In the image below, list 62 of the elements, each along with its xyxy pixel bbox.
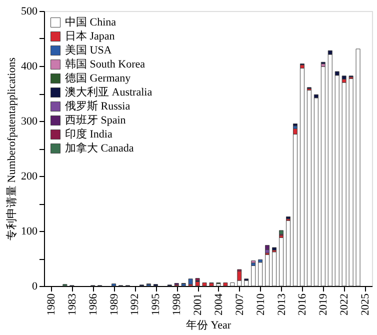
y-tick-label: 100: [21, 226, 38, 238]
bar: [202, 282, 207, 286]
bar: [209, 283, 214, 286]
y-tick-label: 500: [21, 6, 38, 18]
x-tick-label: 2025: [360, 293, 372, 316]
x-tick-label: 2013: [276, 293, 288, 316]
bar: [334, 75, 340, 286]
bar: [265, 254, 270, 286]
bar: [279, 237, 284, 286]
x-tick-label: 2010: [254, 293, 267, 316]
bar: [328, 54, 332, 286]
bar: [356, 48, 360, 286]
x-tick-label: 1986: [87, 293, 100, 316]
legend-label: 美国 USA: [65, 44, 112, 56]
x-axis-title: 年份 Year: [186, 320, 232, 332]
y-axis-title: 专利申请量 Numberofpatentapplications: [5, 58, 18, 240]
bar: [251, 265, 256, 286]
legend-label: 中国 China: [65, 16, 116, 28]
bar: [286, 216, 291, 220]
legend-label: 加拿大 Canada: [65, 142, 134, 154]
legend-label: 德国 Germany: [65, 72, 132, 84]
x-tick-label: 2019: [318, 293, 330, 316]
x-tick-label: 1992: [129, 294, 142, 316]
x-tick-label: 2004: [212, 293, 225, 316]
bar: [112, 284, 116, 286]
x-tick-label: 1995: [150, 293, 162, 316]
bar: [195, 281, 200, 286]
x-tick-label: 2022: [338, 294, 351, 316]
bar: [223, 282, 228, 286]
bar: [244, 280, 249, 286]
bar: [188, 278, 193, 285]
x-tick-label: 1980: [45, 293, 58, 316]
legend-label: 西班牙 Spain: [65, 114, 126, 126]
bar: [292, 124, 298, 126]
bar: [348, 78, 354, 286]
x-tick-label: 2001: [192, 294, 204, 316]
x-tick-label: 1998: [171, 293, 184, 316]
legend-label: 日本 Japan: [65, 30, 116, 42]
x-tick-label: 2007: [234, 293, 246, 316]
legend-label: 澳大利亚 Australia: [65, 86, 152, 98]
bar: [300, 68, 304, 286]
y-tick-label: 200: [21, 170, 38, 182]
x-tick-label: 2016: [296, 293, 309, 316]
y-tick-label: 400: [21, 60, 38, 72]
bar: [251, 260, 256, 264]
bar: [306, 90, 312, 286]
bar: [279, 230, 284, 235]
bar: [265, 245, 270, 250]
bar: [342, 82, 346, 286]
bar: [314, 98, 318, 286]
bar: [342, 76, 346, 80]
bar: [320, 66, 326, 286]
legend-label: 印度 India: [65, 128, 112, 140]
legend-label: 俄罗斯 Russia: [65, 100, 130, 112]
legend-label: 韩国 South Korea: [65, 58, 146, 70]
x-tick-label: 1983: [66, 293, 78, 316]
x-tick-label: 1989: [108, 293, 120, 316]
bar: [286, 220, 291, 286]
bar: [230, 282, 235, 286]
bar: [258, 262, 263, 286]
y-tick-label: 0: [32, 280, 38, 292]
y-tick-label: 300: [21, 116, 38, 128]
